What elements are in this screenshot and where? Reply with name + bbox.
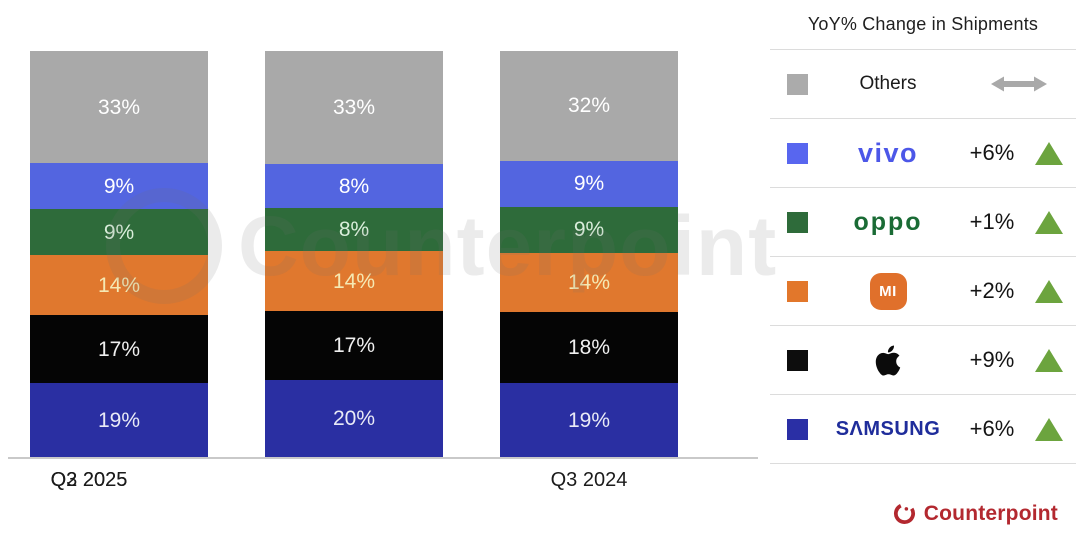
apple-logo [814,344,962,377]
legend-row-samsung: SΛMSUNG +6% [770,394,1076,464]
legend-row-xiaomi: MI +2% [770,256,1076,325]
up-triangle-icon [1035,348,1063,372]
samsung-change-value: +6% [969,416,1015,441]
oppo-logo: oppo [853,207,923,236]
segment-value-label: 17% [97,337,141,361]
segment-value-label: 8% [338,174,370,198]
xiaomi-mi-logo: MI [869,272,907,310]
oppo-change-value: +1% [969,209,1015,234]
apple-change-value: +9% [969,347,1015,372]
segment-oppo: 8% [265,207,443,252]
segment-others: 32% [500,51,678,161]
segment-value-label: 19% [567,408,611,432]
segment-apple: 17% [265,311,443,381]
segment-xiaomi: 14% [30,255,208,316]
segment-value-label: 14% [567,271,611,295]
segment-samsung: 20% [265,380,443,458]
segment-xiaomi: 14% [265,251,443,312]
segment-value-label: 14% [97,273,141,297]
up-triangle-icon [1035,141,1063,165]
segment-value-label: 33% [332,96,376,120]
segment-value-label: 19% [97,408,141,432]
legend-panel: YoY% Change in Shipments Others vivo +6%… [770,0,1076,464]
up-triangle-icon [1035,417,1063,441]
others-label: Others [859,73,917,94]
stacked-bar-q2-2025: 33% 8% 8% 14% 17% 20% [265,51,443,458]
legend-row-apple: +9% [770,325,1076,394]
x-tick-label: Q2 2025 [50,469,128,491]
samsung-swatch [787,418,808,440]
segment-value-label: 9% [573,218,605,242]
legend-title: YoY% Change in Shipments [807,14,1039,34]
flat-double-arrow-icon [962,74,1076,94]
segment-value-label: 17% [332,334,376,358]
segment-apple: 18% [500,312,678,384]
segment-value-label: 8% [338,218,370,242]
apple-swatch [787,349,808,371]
vivo-change-value: +6% [969,140,1015,165]
segment-value-label: 14% [332,269,376,293]
segment-vivo: 8% [265,164,443,208]
plot-area: 33% 9% 9% 14% 17% 19% 33% 8% 8% 14% 17% 20% 32% 9% 9% 1… [8,51,758,458]
segment-samsung: 19% [500,383,678,458]
segment-oppo: 9% [500,206,678,253]
segment-oppo: 9% [30,209,208,256]
legend-row-oppo: oppo +1% [770,187,1076,256]
segment-value-label: 20% [332,407,376,431]
others-swatch [787,73,808,95]
legend-row-vivo: vivo +6% [770,118,1076,187]
segment-value-label: 33% [97,95,141,119]
segment-others: 33% [30,51,208,164]
oppo-swatch [787,211,808,233]
x-tick-label: Q3 2025 [50,469,128,491]
vivo-logo: vivo [857,137,919,168]
samsung-logo: SΛMSUNG [835,417,941,440]
stacked-bar-q3-2025: 32% 9% 9% 14% 18% 19% [500,51,678,458]
xiaomi-change-value: +2% [969,278,1015,303]
xiaomi-swatch [787,280,808,302]
segment-others: 33% [265,51,443,165]
vivo-swatch [787,142,808,164]
segment-value-label: 9% [103,220,135,244]
x-axis-line [8,457,758,459]
up-triangle-icon [1035,279,1063,303]
up-triangle-icon [1035,210,1063,234]
counterpoint-logo-icon [892,501,917,526]
counterpoint-brand: Counterpoint [892,501,1058,526]
segment-xiaomi: 14% [500,252,678,313]
segment-value-label: 32% [567,94,611,118]
segment-apple: 17% [30,315,208,384]
segment-value-label: 9% [573,172,605,196]
segment-value-label: 9% [103,174,135,198]
stacked-bar-q3-2024: 33% 9% 9% 14% 17% 19% [30,51,208,457]
x-tick-label: Q3 2024 [550,469,628,491]
segment-samsung: 19% [30,383,208,457]
counterpoint-brand-text: Counterpoint [923,501,1058,525]
segment-vivo: 9% [30,163,208,210]
legend-row-others: Others [770,49,1076,118]
segment-vivo: 9% [500,160,678,207]
segment-value-label: 18% [567,336,611,360]
